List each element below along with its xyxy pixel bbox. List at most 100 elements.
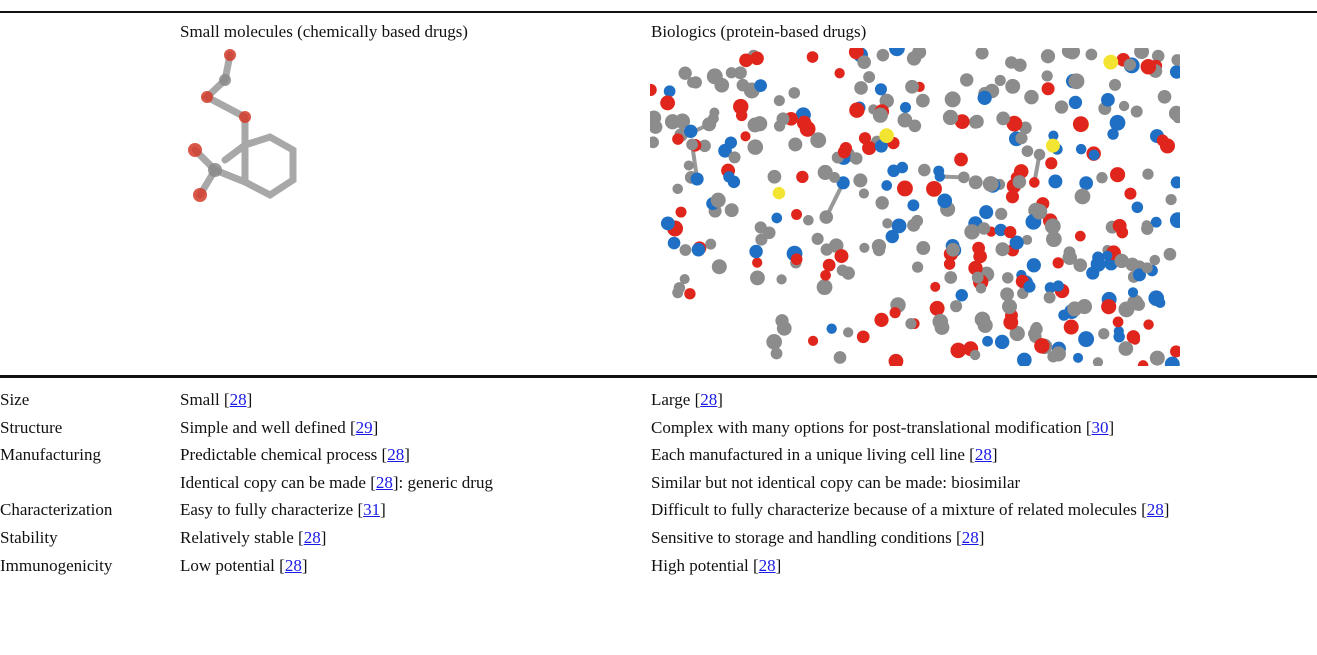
atom bbox=[1053, 280, 1064, 291]
atom bbox=[714, 78, 729, 93]
cell-text: ] bbox=[979, 528, 985, 547]
atom bbox=[930, 282, 940, 292]
atom bbox=[1114, 254, 1128, 268]
cell-text: ] bbox=[321, 528, 327, 547]
citation-link[interactable]: 31 bbox=[363, 500, 380, 519]
atom bbox=[857, 55, 871, 69]
biologic-cell: Sensitive to storage and handling condit… bbox=[651, 527, 1291, 549]
atom bbox=[995, 208, 1007, 220]
citation-link[interactable]: 28 bbox=[230, 390, 247, 409]
atom bbox=[1048, 174, 1062, 188]
atom bbox=[935, 171, 945, 181]
citation-link[interactable]: 28 bbox=[376, 473, 393, 492]
table-row: Identical copy can be made [28]: generic… bbox=[0, 469, 1317, 497]
atom bbox=[1067, 301, 1082, 316]
citation-link[interactable]: 28 bbox=[700, 390, 717, 409]
atom bbox=[854, 175, 866, 187]
atom bbox=[812, 233, 824, 245]
atom bbox=[916, 241, 930, 255]
mid-rule bbox=[0, 375, 1317, 378]
atom bbox=[1171, 176, 1180, 188]
atom bbox=[1089, 150, 1100, 161]
small-molecule-cell: Easy to fully characterize [31] bbox=[180, 499, 651, 521]
column-header: Biologics (protein-based drugs) bbox=[651, 22, 866, 42]
atom bbox=[979, 205, 993, 219]
atom bbox=[874, 313, 888, 327]
citation-link[interactable]: 28 bbox=[759, 556, 776, 575]
atom bbox=[1110, 167, 1125, 182]
row-label: Manufacturing bbox=[0, 444, 180, 466]
citation-link[interactable]: 30 bbox=[1092, 418, 1109, 437]
atom bbox=[678, 66, 691, 79]
atom bbox=[1103, 55, 1118, 70]
atom bbox=[1034, 149, 1046, 161]
atom bbox=[969, 175, 983, 189]
atom bbox=[973, 250, 987, 264]
atom bbox=[1078, 331, 1094, 347]
atom bbox=[1113, 219, 1127, 233]
atom bbox=[1053, 257, 1064, 268]
cell-text: Large [ bbox=[651, 390, 700, 409]
atom bbox=[807, 51, 819, 63]
atom bbox=[672, 133, 683, 144]
atom bbox=[1160, 138, 1175, 153]
atom bbox=[945, 91, 961, 107]
atom bbox=[956, 289, 968, 301]
atom bbox=[859, 243, 869, 253]
atom bbox=[905, 318, 916, 329]
table-row: ManufacturingPredictable chemical proces… bbox=[0, 441, 1317, 469]
atom bbox=[850, 152, 862, 164]
atom bbox=[958, 172, 970, 184]
atom bbox=[749, 245, 762, 258]
cell-text: Complex with many options for post-trans… bbox=[651, 418, 1092, 437]
atom bbox=[907, 199, 919, 211]
atom bbox=[837, 264, 849, 276]
atom bbox=[972, 272, 984, 284]
atom bbox=[776, 274, 786, 284]
atom bbox=[684, 160, 694, 170]
atom bbox=[970, 350, 980, 360]
atom bbox=[976, 48, 989, 60]
atom bbox=[754, 79, 767, 92]
page: Small molecules (chemically based drugs)… bbox=[0, 0, 1317, 655]
citation-link[interactable]: 28 bbox=[975, 445, 992, 464]
citation-link[interactable]: 28 bbox=[285, 556, 302, 575]
cell-text: Predictable chemical process [ bbox=[180, 445, 387, 464]
atom bbox=[1032, 204, 1048, 220]
atom bbox=[1041, 49, 1055, 63]
atom bbox=[937, 194, 952, 209]
table-row: SizeSmall [28]Large [28] bbox=[0, 386, 1317, 414]
atom bbox=[737, 79, 750, 92]
citation-link[interactable]: 28 bbox=[1147, 500, 1164, 519]
atom bbox=[932, 314, 948, 330]
citation-link[interactable]: 28 bbox=[387, 445, 404, 464]
atom bbox=[1109, 79, 1121, 91]
atom bbox=[944, 271, 957, 284]
citation-link[interactable]: 29 bbox=[356, 418, 373, 437]
cell-text: Similar but not identical copy can be ma… bbox=[651, 473, 1020, 492]
citation-link[interactable]: 28 bbox=[962, 528, 979, 547]
atom bbox=[1164, 248, 1177, 261]
atom bbox=[755, 222, 765, 232]
atom bbox=[1093, 357, 1103, 366]
atom bbox=[1075, 231, 1086, 242]
atom bbox=[684, 125, 697, 138]
atom bbox=[1073, 116, 1089, 132]
cell-text: ] bbox=[992, 445, 998, 464]
cell-text: Simple and well defined [ bbox=[180, 418, 356, 437]
cell-text: ] bbox=[373, 418, 379, 437]
atom bbox=[854, 81, 868, 95]
row-label: Stability bbox=[0, 527, 180, 549]
cell-text: ] bbox=[1164, 500, 1170, 519]
atom bbox=[752, 257, 762, 267]
atom bbox=[946, 243, 960, 257]
row-label: Characterization bbox=[0, 499, 180, 521]
atom bbox=[1143, 319, 1153, 329]
citation-link[interactable]: 28 bbox=[304, 528, 321, 547]
atom bbox=[826, 324, 836, 334]
atom bbox=[1130, 335, 1140, 345]
table-row: CharacterizationEasy to fully characteri… bbox=[0, 496, 1317, 524]
atom bbox=[983, 176, 999, 192]
atom bbox=[821, 243, 833, 255]
